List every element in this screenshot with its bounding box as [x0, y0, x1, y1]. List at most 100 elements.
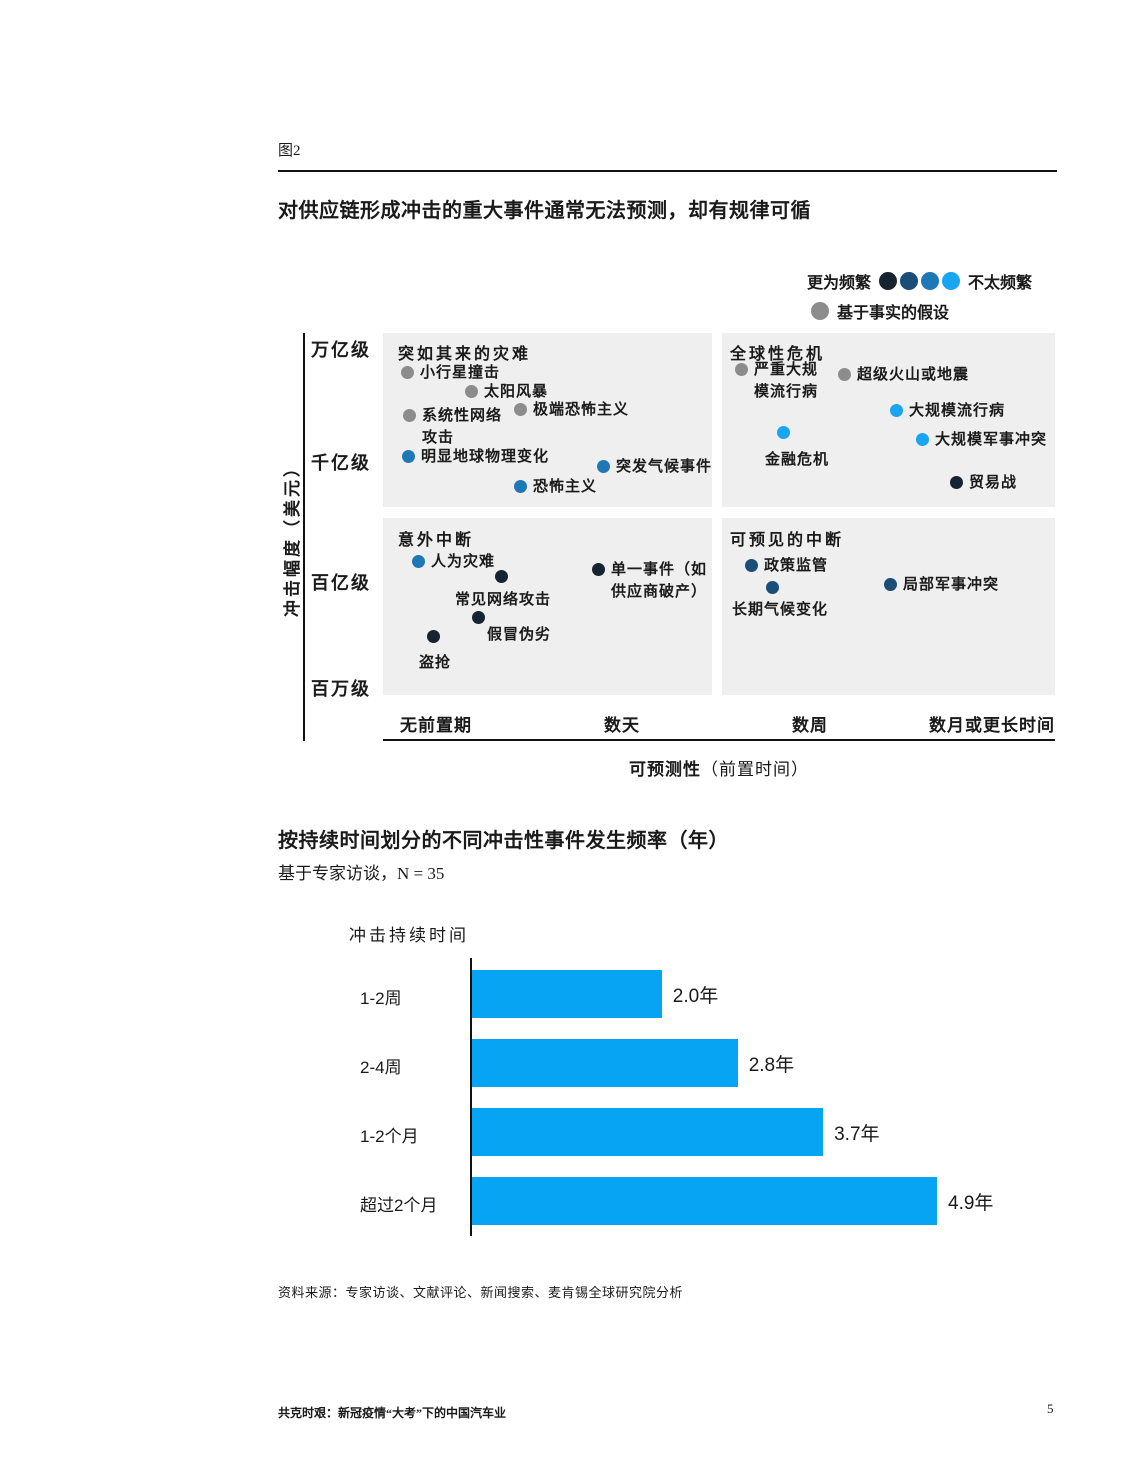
scatter-point: 大规模流行病 [890, 403, 1004, 419]
bar-value-label: 4.9年 [948, 1192, 994, 1214]
x-axis-title-sub: （前置时间） [701, 760, 809, 779]
y-tick-ten-billion: 百亿级 [311, 573, 371, 593]
x-tick-weeks: 数周 [792, 716, 828, 735]
scatter-point: 极端恐怖主义 [514, 402, 628, 418]
quadrant-global-crisis: 全球性危机 严重大规 模流行病 超级火山或地震 大规模流行病 金融危机 大规模军… [722, 333, 1055, 507]
point-label: 太阳风暴 [484, 384, 549, 400]
bar-axis-line [470, 958, 472, 1236]
hypothesis-legend: 基于事实的假设 [811, 299, 949, 323]
quadrant-title: 全球性危机 [730, 346, 826, 363]
quadrant-title: 突如其来的灾难 [398, 346, 532, 363]
bar-1-2-months [472, 1108, 824, 1156]
frequency-dot-less-icon [921, 272, 940, 290]
less-frequent-label: 不太频繁 [968, 275, 1033, 292]
bar-category-label: 1-2周 [360, 989, 402, 1008]
point-dot [472, 611, 485, 624]
scatter-point: 人为灾难 [412, 554, 494, 570]
scatter-point: 大规模军事冲突 [916, 432, 1046, 448]
point-dot [745, 559, 758, 572]
header-rule [278, 170, 1057, 172]
point-label: 超级火山或地震 [857, 367, 970, 383]
scatter-point: 长期气候变化 [732, 581, 827, 618]
point-dot [514, 403, 527, 416]
point-label: 政策监管 [764, 558, 829, 574]
bar-over-2-months [472, 1177, 937, 1225]
point-dot [766, 581, 779, 594]
point-label: 局部军事冲突 [903, 577, 1000, 593]
point-label: 常见网络攻击 [455, 592, 552, 608]
point-dot [838, 368, 851, 381]
frequency-dot-more-icon [900, 272, 919, 290]
point-dot [916, 433, 929, 446]
scatter-point: 假冒伪劣 [472, 611, 550, 643]
hypothesis-label: 基于事实的假设 [837, 305, 950, 322]
quadrant-title: 意外中断 [398, 532, 475, 549]
x-tick-days: 数天 [604, 716, 640, 735]
x-tick-no-lead-time: 无前置期 [400, 716, 472, 735]
scatter-point: 严重大规 模流行病 [735, 362, 817, 400]
quadrant-sudden-disasters: 突如其来的灾难 小行星撞击 太阳风暴 系统性网络 攻击 极端恐怖主义 明显地球物… [383, 333, 712, 507]
point-label: 系统性网络 攻击 [422, 408, 503, 446]
point-dot [403, 409, 416, 422]
frequency-dot-most-icon [879, 272, 898, 290]
point-label: 假冒伪劣 [487, 627, 552, 643]
scatter-point: 金融危机 [765, 426, 828, 468]
bar-category-label: 1-2个月 [360, 1127, 419, 1146]
bar-value-label: 2.0年 [672, 985, 719, 1007]
scatter-point: 系统性网络 攻击 [403, 408, 501, 446]
scatter-point: 明显地球物理变化 [402, 449, 548, 465]
point-dot [592, 563, 605, 576]
x-tick-months-or-longer: 数月或更长时间 [929, 716, 1055, 735]
scatter-point: 单一事件（如 供应商破产） [592, 562, 706, 600]
point-dot [427, 630, 440, 643]
point-label: 小行星撞击 [420, 365, 501, 381]
scatter-point: 恐怖主义 [514, 479, 596, 495]
scatter-point: 超级火山或地震 [838, 367, 968, 383]
scatter-point: 政策监管 [745, 558, 827, 574]
scatter-point: 小行星撞击 [401, 365, 499, 381]
scatter-point: 局部军事冲突 [884, 577, 998, 593]
figure-label: 图2 [278, 143, 301, 159]
point-label: 单一事件（如 供应商破产） [611, 562, 708, 600]
bar-category-label: 2-4周 [360, 1058, 402, 1077]
more-frequent-label: 更为频繁 [807, 275, 872, 292]
bar-row: 2.8年 [472, 1039, 937, 1087]
bar-1-2-weeks [472, 970, 662, 1018]
quadrant-accidental-interruptions: 意外中断 人为灾难 常见网络攻击 单一事件（如 供应商破产） 假冒伪劣 盗抢 [383, 518, 712, 695]
bar-value-label: 2.8年 [748, 1054, 795, 1076]
frequency-dot-scale [879, 272, 961, 290]
bar-row: 4.9年 [472, 1177, 993, 1225]
point-label: 明显地球物理变化 [421, 449, 550, 465]
y-axis-title: 冲击幅度（美元） [283, 457, 302, 617]
point-dot [777, 426, 790, 439]
y-tick-hundred-billion: 千亿级 [311, 453, 371, 473]
quadrant-title: 可预见的中断 [730, 532, 845, 549]
point-label: 严重大规 模流行病 [754, 362, 819, 400]
point-label: 盗抢 [419, 655, 452, 671]
point-dot [401, 366, 414, 379]
scatter-point: 常见网络攻击 [455, 570, 550, 608]
point-label: 贸易战 [969, 475, 1018, 491]
y-axis-line [303, 333, 305, 741]
y-tick-trillion: 万亿级 [311, 340, 371, 360]
point-dot [465, 385, 478, 398]
point-label: 人为灾难 [431, 554, 496, 570]
page-number: 5 [1047, 1401, 1054, 1416]
point-dot [412, 555, 425, 568]
bar-2-4-weeks [472, 1039, 738, 1087]
frequency-dot-least-icon [942, 272, 961, 290]
bar-category-label: 超过2个月 [360, 1196, 438, 1215]
footer-report-title: 共克时艰：新冠疫情“大考”下的中国汽车业 [278, 1406, 507, 1420]
bar-row: 2.0年 [472, 970, 937, 1018]
scatter-point: 盗抢 [419, 630, 450, 671]
point-dot [597, 460, 610, 473]
point-label: 金融危机 [765, 452, 830, 468]
point-label: 恐怖主义 [533, 479, 598, 495]
point-dot [495, 570, 508, 583]
scatter-point: 太阳风暴 [465, 384, 547, 400]
point-label: 长期气候变化 [732, 602, 829, 618]
x-axis-title: 可预测性（前置时间） [383, 755, 1055, 780]
bar-value-label: 3.7年 [834, 1123, 880, 1145]
bar-chart-subtitle: 基于专家访谈，N = 35 [278, 864, 445, 883]
bar-axis-label: 冲击持续时间 [349, 926, 469, 945]
